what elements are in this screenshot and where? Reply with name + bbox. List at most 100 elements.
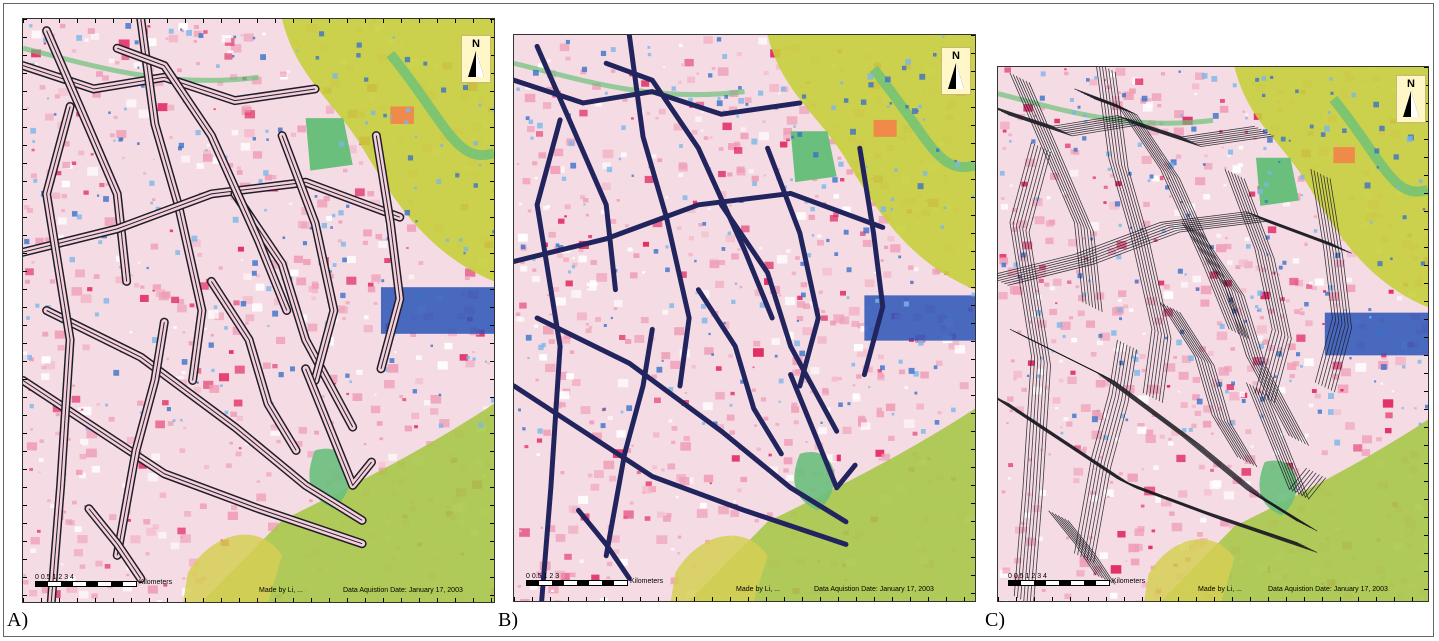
park-polygon [1256,157,1299,206]
urban-speckle [25,268,34,276]
urban-speckle [610,535,620,543]
water-speckle [811,234,815,237]
urban-speckle [840,178,845,182]
water-speckle [813,152,819,158]
urban-speckle [1142,220,1151,227]
water-speckle [530,136,534,140]
urban-speckle [999,257,1009,265]
urban-speckle [1313,215,1318,218]
urban-speckle [671,426,678,431]
urban-speckle [1216,247,1220,251]
urban-speckle [245,321,249,325]
road-contour-11-0 [1310,168,1333,383]
urban-speckle [1117,91,1122,95]
water-speckle [867,73,874,80]
urban-speckle [568,505,578,513]
urban-speckle [225,463,232,469]
urban-speckle [1028,320,1033,324]
urban-speckle [840,290,846,296]
water-speckle [1402,215,1407,220]
water-speckle [407,155,414,161]
water-speckle [105,403,109,407]
water-speckle [863,227,870,234]
road-contour-2-0 [1096,67,1153,394]
water-speckle [1141,95,1148,102]
water-speckle [466,355,470,360]
water-speckle [695,292,698,295]
urban-speckle [851,320,860,328]
urban-speckle [62,510,67,514]
urban-speckle [619,558,628,566]
urban-speckle [1106,495,1110,498]
urban-speckle [1075,269,1081,274]
urban-speckle [1128,543,1140,553]
urban-speckle [520,265,528,272]
acquisition-date: Data Aquistion Date: January 17, 2003 [814,586,934,593]
urban-speckle [684,58,694,67]
road-contour-3-6 [1007,220,1352,286]
urban-speckle [1194,93,1197,96]
water-speckle [258,179,263,184]
water-speckle [319,31,325,37]
urban-speckle [566,373,574,380]
urban-speckle [118,39,130,49]
water-speckle [113,139,116,142]
water-speckle [626,405,633,412]
urban-speckle [709,260,720,269]
water-speckle [1257,290,1263,296]
urban-speckle [564,215,567,218]
urban-speckle [775,422,780,426]
urban-speckle [864,279,875,288]
water-speckle [708,332,711,336]
urban-speckle [564,553,572,560]
road-contour-2-5 [1111,70,1169,402]
urban-speckle [1037,536,1043,541]
urban-speckle [418,261,424,265]
water-speckle [415,220,418,223]
urban-speckle [829,215,839,222]
urban-speckle [161,291,171,299]
north-arrow-icon: N [461,35,491,83]
urban-speckle [99,182,105,188]
urban-speckle [151,453,161,461]
urban-speckle [916,403,925,410]
water-speckle [1117,307,1123,313]
urban-speckle [152,289,155,292]
water-speckle [846,267,852,273]
urban-speckle [674,327,685,336]
urban-speckle [221,35,232,43]
urban-speckle [406,247,409,249]
urban-speckle [1066,421,1073,427]
urban-speckle [1191,83,1200,90]
urban-speckle [1321,450,1328,456]
urban-speckle [1006,422,1009,425]
road-centerline-10 [210,281,297,451]
urban-speckle [665,196,669,199]
right-ticks [490,19,494,602]
water-body [1324,312,1428,356]
water-speckle [314,195,318,198]
road-centerline-1 [46,30,128,282]
water-speckle [821,184,827,189]
urban-speckle [116,255,124,262]
urban-speckle [1142,104,1153,112]
road-line-4 [534,315,849,525]
urban-speckle [756,447,761,452]
urban-speckle [121,53,130,61]
urban-speckle [90,33,100,40]
urban-speckle [1163,291,1174,299]
urban-speckle [79,438,89,446]
urban-speckle [542,102,552,109]
urban-speckle [55,412,60,417]
urban-speckle [797,301,806,308]
urban-speckle [1040,106,1045,111]
urban-speckle [370,405,381,414]
urban-speckle [1242,110,1246,113]
water-speckle [136,142,140,145]
water-speckle [364,77,369,82]
urban-speckle [1240,287,1247,293]
urban-speckle [1224,243,1232,250]
urban-speckle [415,355,422,361]
urban-speckle [1152,175,1160,182]
urban-speckle [1267,226,1277,234]
